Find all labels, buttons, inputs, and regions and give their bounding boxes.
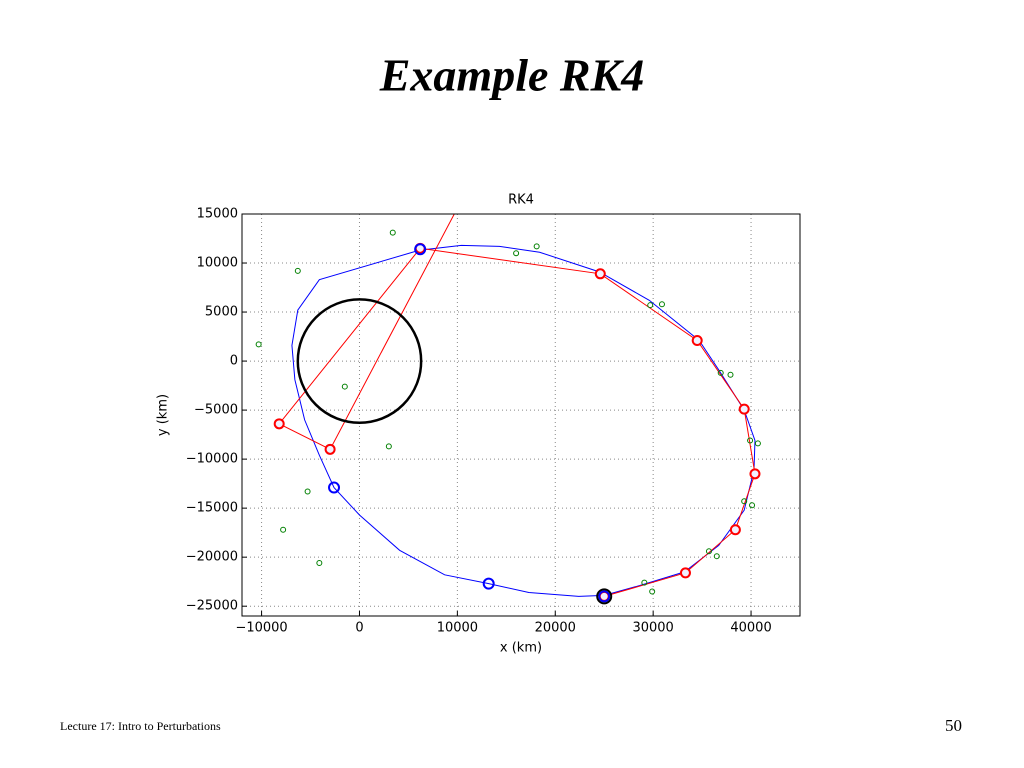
y-tick-label: 10000 (197, 256, 238, 271)
point-marker (470, 170, 479, 179)
y-tick-label: −15000 (186, 501, 238, 516)
point-dot (741, 498, 748, 505)
x-tick-label: 10000 (437, 621, 478, 636)
y-axis-label: y (km) (156, 394, 171, 436)
point-dot (717, 369, 724, 376)
point-marker (598, 590, 611, 603)
x-tick-label: −10000 (235, 621, 287, 636)
y-tick-label: 15000 (197, 207, 238, 222)
point-dot (533, 243, 540, 250)
plot-area (242, 170, 800, 616)
point-marker (596, 588, 613, 605)
point-marker (273, 418, 285, 430)
point-marker (691, 334, 703, 346)
x-tick-label: 20000 (535, 621, 576, 636)
x-tick-label: 0 (355, 621, 363, 636)
point-dot (713, 553, 720, 560)
point-dot (749, 502, 756, 509)
point-dot (513, 250, 520, 257)
point-marker (414, 243, 427, 256)
point-marker (738, 403, 750, 415)
point-dot (649, 588, 656, 595)
point-dot (255, 341, 262, 348)
point-marker (679, 567, 691, 579)
point-dot (280, 526, 287, 533)
slide-title: Example RK4 (379, 50, 645, 101)
y-tick-label: −10000 (186, 452, 238, 467)
x-axis-label: x (km) (500, 641, 542, 656)
point-dot (747, 437, 754, 444)
point-dot (705, 548, 712, 555)
point-dot (389, 229, 396, 236)
y-tick-label: 0 (230, 354, 238, 369)
point-marker (482, 577, 495, 590)
point-dot (341, 383, 348, 390)
point-dot (385, 443, 392, 450)
point-dot (658, 301, 665, 308)
earth (296, 298, 423, 424)
point-dot (647, 302, 654, 309)
orbit-line (291, 244, 756, 597)
y-tick-label: −25000 (186, 599, 238, 614)
point-marker (749, 468, 761, 480)
footer: Lecture 17: Intro to Perturbations (60, 719, 221, 733)
point-marker (729, 524, 741, 536)
chart-title: RK4 (508, 193, 534, 208)
point-marker (594, 268, 606, 280)
y-tick-label: −5000 (194, 403, 238, 418)
point-dot (641, 579, 648, 586)
point-dot (304, 488, 311, 495)
point-dot (294, 267, 301, 274)
point-marker (324, 443, 336, 455)
point-dot (727, 371, 734, 378)
point-marker (328, 481, 341, 494)
plot-frame (241, 213, 801, 617)
x-tick-label: 30000 (632, 621, 673, 636)
point-dot (316, 560, 323, 567)
x-tick-label: 40000 (730, 621, 771, 636)
y-tick-label: −20000 (186, 550, 238, 565)
y-tick-label: 5000 (205, 305, 238, 320)
rk4-line (278, 214, 756, 597)
point-dot (754, 440, 761, 447)
page-number: 50 (945, 716, 962, 735)
